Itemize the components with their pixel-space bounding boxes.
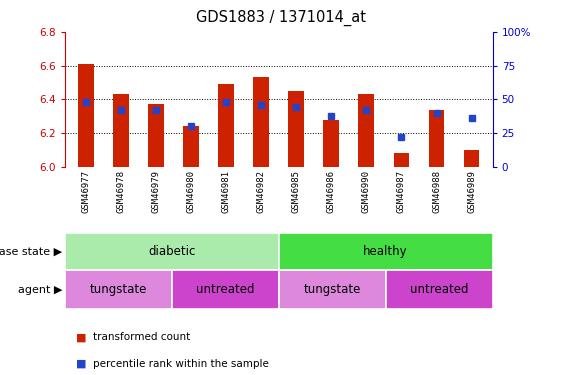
Text: GSM46990: GSM46990 — [362, 170, 371, 213]
Text: GSM46985: GSM46985 — [292, 170, 301, 213]
Bar — [394, 153, 409, 167]
Bar — [65, 232, 279, 270]
Text: GSM46986: GSM46986 — [327, 170, 336, 213]
Bar — [172, 270, 279, 309]
Text: GSM46979: GSM46979 — [151, 170, 160, 213]
Text: untreated: untreated — [410, 283, 468, 296]
Text: agent ▶: agent ▶ — [17, 285, 62, 295]
Text: ■: ■ — [76, 359, 87, 369]
Text: diabetic: diabetic — [148, 245, 195, 258]
Bar — [218, 84, 234, 167]
Bar — [359, 94, 374, 167]
Bar — [279, 270, 386, 309]
Text: tungstate: tungstate — [90, 283, 147, 296]
Text: healthy: healthy — [363, 245, 408, 258]
Bar — [428, 110, 444, 167]
Text: ■: ■ — [76, 333, 87, 342]
Text: GSM46982: GSM46982 — [257, 170, 266, 213]
Text: transformed count: transformed count — [93, 333, 190, 342]
Text: GDS1883 / 1371014_at: GDS1883 / 1371014_at — [196, 9, 367, 26]
Text: GSM46977: GSM46977 — [81, 170, 90, 213]
Text: GSM46987: GSM46987 — [397, 170, 406, 213]
Text: GSM46981: GSM46981 — [222, 170, 231, 213]
Bar — [386, 270, 493, 309]
Bar — [183, 126, 199, 167]
Bar — [148, 104, 164, 167]
Text: GSM46989: GSM46989 — [467, 170, 476, 213]
Text: GSM46980: GSM46980 — [186, 170, 195, 213]
Text: GSM46988: GSM46988 — [432, 170, 441, 213]
Bar — [288, 91, 304, 167]
Bar — [253, 77, 269, 167]
Text: untreated: untreated — [196, 283, 254, 296]
Bar — [323, 120, 339, 167]
Bar — [464, 150, 480, 167]
Bar — [279, 232, 493, 270]
Text: tungstate: tungstate — [303, 283, 361, 296]
Bar — [113, 94, 129, 167]
Text: percentile rank within the sample: percentile rank within the sample — [93, 359, 269, 369]
Text: GSM46978: GSM46978 — [117, 170, 126, 213]
Bar — [78, 64, 93, 167]
Bar — [65, 270, 172, 309]
Text: disease state ▶: disease state ▶ — [0, 246, 62, 256]
